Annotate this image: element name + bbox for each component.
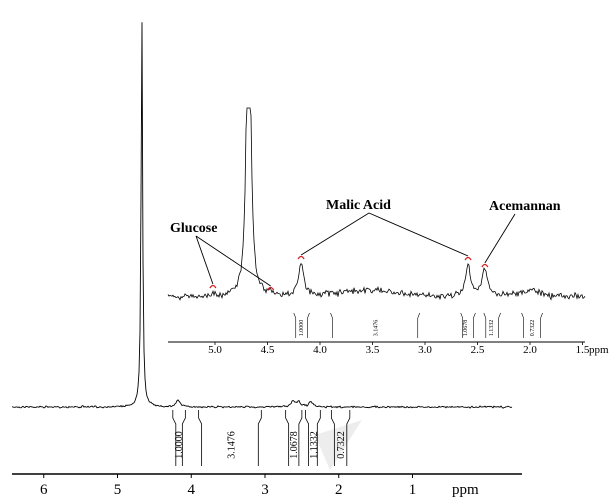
main-tick-label: 1 <box>409 482 417 497</box>
annotation-label: Malic Acid <box>326 198 391 213</box>
main-spectrum: 6 5 4 3 2 1 1.0000 3.1476 1.0678 1.1332 0.7322 pp… <box>11 22 522 497</box>
inset-tick-label: 2.0 <box>523 344 537 356</box>
main-integral-bracket <box>330 410 335 466</box>
main-integral-bracket <box>181 410 186 466</box>
main-tick-label: 2 <box>335 482 343 497</box>
main-integral-bracket <box>285 410 290 466</box>
main-tick-label: 4 <box>188 482 196 497</box>
annotation-leader-line <box>195 235 271 287</box>
annotation-leader-line <box>300 212 370 256</box>
main-integral-bracket <box>298 410 303 466</box>
peak-marker <box>464 256 472 261</box>
inset-integrals: 1.0000 3.1476 1.0678 1.1332 0.7322 <box>293 312 543 338</box>
main-integral-bracket <box>305 410 309 466</box>
annotation-leader-line <box>368 212 469 257</box>
inset-spectrum-trace <box>167 107 586 301</box>
main-tick-label: 6 <box>40 482 48 497</box>
inset-tick-label: 2.5 <box>471 344 485 356</box>
inset-annotations: Glucose Malic Acid Acemannan <box>170 198 561 287</box>
main-tick-label: 5 <box>114 482 122 497</box>
inset-tick-label: 1.5 <box>576 344 590 356</box>
main-tick-label: 3 <box>261 482 269 497</box>
inset-integral-value: 1.0678 <box>463 320 469 337</box>
watermark-shape <box>315 420 362 470</box>
inset-integral-value: 3.1476 <box>374 320 380 337</box>
annotation-label: Acemannan <box>489 199 561 214</box>
main-integral-bracket <box>346 410 351 466</box>
inset-integral-bracket <box>460 312 463 338</box>
inset-integral-bracket <box>417 312 421 338</box>
main-integral-bracket <box>257 410 262 466</box>
inset-tick-label: 5.0 <box>208 344 222 356</box>
main-integral-value: 1.1332 <box>309 431 320 459</box>
annotation-label: Glucose <box>170 221 217 236</box>
inset-integral-value: 1.0000 <box>299 320 305 337</box>
peak-marker <box>267 286 275 291</box>
inset-tick-label: 4.0 <box>313 344 327 356</box>
main-integral-value: 1.0000 <box>174 431 185 459</box>
annotation-leader-line <box>484 213 516 264</box>
inset-tick-label: 4.5 <box>261 344 275 356</box>
peak-marker <box>209 284 217 289</box>
inset-tick-label: 3.5 <box>366 344 380 356</box>
inset-peak-markers <box>209 255 489 291</box>
main-x-ticks: 6 5 4 3 2 1 <box>40 474 416 497</box>
inset-integral-bracket <box>521 312 524 338</box>
main-integral-bracket <box>316 410 321 466</box>
inset-x-ticks: 5.0 4.5 4.0 3.5 3.0 2.5 2.0 1.5 <box>208 342 590 356</box>
peak-marker <box>297 255 305 260</box>
annotation-leader-line <box>195 235 214 285</box>
main-integral-value: 3.1476 <box>226 431 237 459</box>
main-integral-value: 0.7322 <box>336 431 347 459</box>
inset-x-unit-label: ppm <box>589 344 609 356</box>
inset-integral-bracket <box>293 312 297 338</box>
peak-marker <box>481 263 489 268</box>
main-integral-value: 1.0678 <box>289 431 300 459</box>
inset-integral-bracket <box>498 312 501 338</box>
inset-integral-bracket <box>330 312 333 338</box>
inset-integral-bracket <box>483 312 487 338</box>
inset-integral-value: 1.1332 <box>489 320 495 337</box>
inset-integral-value: 0.7322 <box>530 320 536 337</box>
main-integrals: 1.0000 3.1476 1.0678 1.1332 0.7322 <box>172 410 351 466</box>
main-integral-bracket <box>172 410 177 466</box>
main-integral-bracket <box>198 410 203 466</box>
inset-integral-bracket <box>540 312 543 338</box>
inset-tick-label: 3.0 <box>418 344 432 356</box>
inset-integral-bracket <box>307 312 310 338</box>
main-spectrum-trace <box>11 22 513 409</box>
main-x-unit-label: ppm <box>452 482 479 497</box>
inset-spectrum: 5.0 4.5 4.0 3.5 3.0 2.5 2.0 1.5 1.0000 3.1476 1.0… <box>167 107 609 356</box>
inset-integral-bracket <box>473 312 476 338</box>
